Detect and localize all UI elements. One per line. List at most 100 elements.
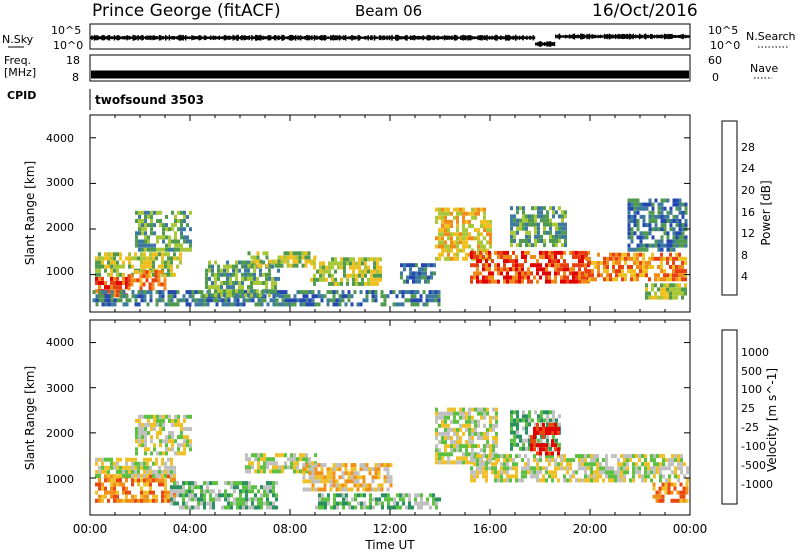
- power-cell: [152, 252, 155, 257]
- nsky-sample: [585, 35, 587, 38]
- power-cell: [560, 263, 563, 268]
- velocity-cell: [674, 454, 677, 459]
- velocity-cell: [141, 431, 144, 435]
- power-cell: [510, 239, 513, 243]
- velocity-ytick-4000: 4000: [46, 336, 74, 349]
- velocity-cell: [584, 474, 587, 479]
- velocity-cell: [317, 479, 321, 484]
- power-cell: [681, 256, 684, 261]
- nsky-sample: [216, 36, 218, 39]
- velocity-cell: [453, 444, 456, 449]
- velocity-cell: [435, 415, 438, 420]
- velocity-cell: [432, 501, 435, 506]
- velocity-cell: [662, 458, 665, 463]
- velocity-cell: [485, 470, 488, 475]
- power-cell: [669, 227, 673, 232]
- velocity-cell: [435, 460, 438, 465]
- power-cell: [546, 210, 549, 215]
- velocity-cell: [137, 461, 140, 466]
- power-cell: [488, 255, 491, 259]
- power-cell: [515, 275, 518, 280]
- nsky-sample: [112, 36, 114, 40]
- velocity-cell: [248, 489, 251, 494]
- velocity-cell: [290, 461, 293, 466]
- power-cell: [477, 228, 480, 233]
- power-cell: [645, 295, 648, 300]
- power-cell: [497, 250, 500, 255]
- power-cell: [546, 218, 549, 223]
- power-cell: [447, 207, 450, 212]
- velocity-cell: [165, 443, 168, 448]
- velocity-cell: [489, 423, 492, 428]
- velocity-cell: [644, 466, 647, 471]
- velocity-cell: [170, 501, 173, 506]
- nsky-sample: [213, 36, 216, 40]
- nsky-sample: [666, 34, 668, 39]
- velocity-cell: [605, 462, 608, 467]
- velocity-cell: [423, 501, 426, 506]
- velocity-cell: [371, 479, 375, 484]
- velocity-cell: [144, 414, 147, 419]
- power-cell: [147, 243, 150, 248]
- power-cell: [364, 273, 367, 278]
- velocity-cell: [260, 501, 263, 506]
- velocity-cell: [186, 443, 189, 448]
- power-cell: [642, 260, 645, 265]
- power-cell: [180, 210, 183, 215]
- power-cell: [654, 273, 657, 278]
- velocity-cell: [245, 465, 248, 470]
- velocity-cell: [557, 431, 560, 435]
- power-cell: [497, 267, 500, 272]
- power-cell: [681, 295, 684, 300]
- velocity-cell: [686, 470, 689, 475]
- power-cell: [624, 252, 627, 257]
- power-cell: [518, 279, 521, 284]
- velocity-cell: [482, 462, 485, 467]
- velocity-cell: [522, 426, 525, 431]
- nsky-sample: [348, 36, 351, 40]
- nsky-sample: [295, 34, 297, 41]
- power-cell: [539, 263, 542, 268]
- nsky-sample: [398, 35, 401, 40]
- velocity-cell: [149, 478, 152, 483]
- velocity-cell: [182, 489, 185, 494]
- power-cell: [500, 250, 503, 255]
- velocity-cell: [245, 497, 248, 502]
- nave-label: Nave: [750, 62, 778, 75]
- power-cell: [280, 259, 284, 264]
- power-cell: [672, 269, 675, 274]
- velocity-cell: [512, 466, 515, 471]
- velocity-cell: [417, 501, 420, 506]
- velocity-cell: [489, 419, 492, 424]
- velocity-cell: [674, 470, 677, 475]
- velocity-cell: [372, 505, 375, 510]
- nsky-sample: [268, 35, 271, 41]
- power-cell: [133, 278, 137, 283]
- power-cell: [361, 257, 364, 262]
- velocity-cell: [432, 493, 435, 498]
- power-cell: [486, 248, 489, 253]
- power-cell: [179, 252, 182, 257]
- power-cell: [534, 243, 537, 248]
- velocity-cell: [614, 478, 617, 483]
- power-cell: [119, 252, 122, 257]
- nsky-sample: [511, 36, 513, 40]
- velocity-cell: [653, 474, 656, 479]
- velocity-colorbar: [721, 329, 738, 505]
- velocity-cell: [332, 471, 336, 476]
- power-cell: [150, 214, 153, 219]
- nsky-sample: [133, 35, 136, 41]
- power-cell: [163, 278, 167, 283]
- power-cell: [101, 260, 104, 265]
- velocity-cell: [470, 478, 473, 483]
- power-cell: [660, 265, 663, 269]
- power-cell: [404, 290, 408, 295]
- velocity-cell: [545, 454, 548, 459]
- velocity-cell: [224, 493, 227, 498]
- power-cell: [621, 269, 624, 274]
- velocity-cell: [546, 414, 549, 419]
- nsky-sample: [568, 34, 571, 39]
- velocity-cell: [365, 487, 369, 492]
- velocity-cell: [302, 479, 306, 484]
- velocity-cell: [659, 478, 662, 483]
